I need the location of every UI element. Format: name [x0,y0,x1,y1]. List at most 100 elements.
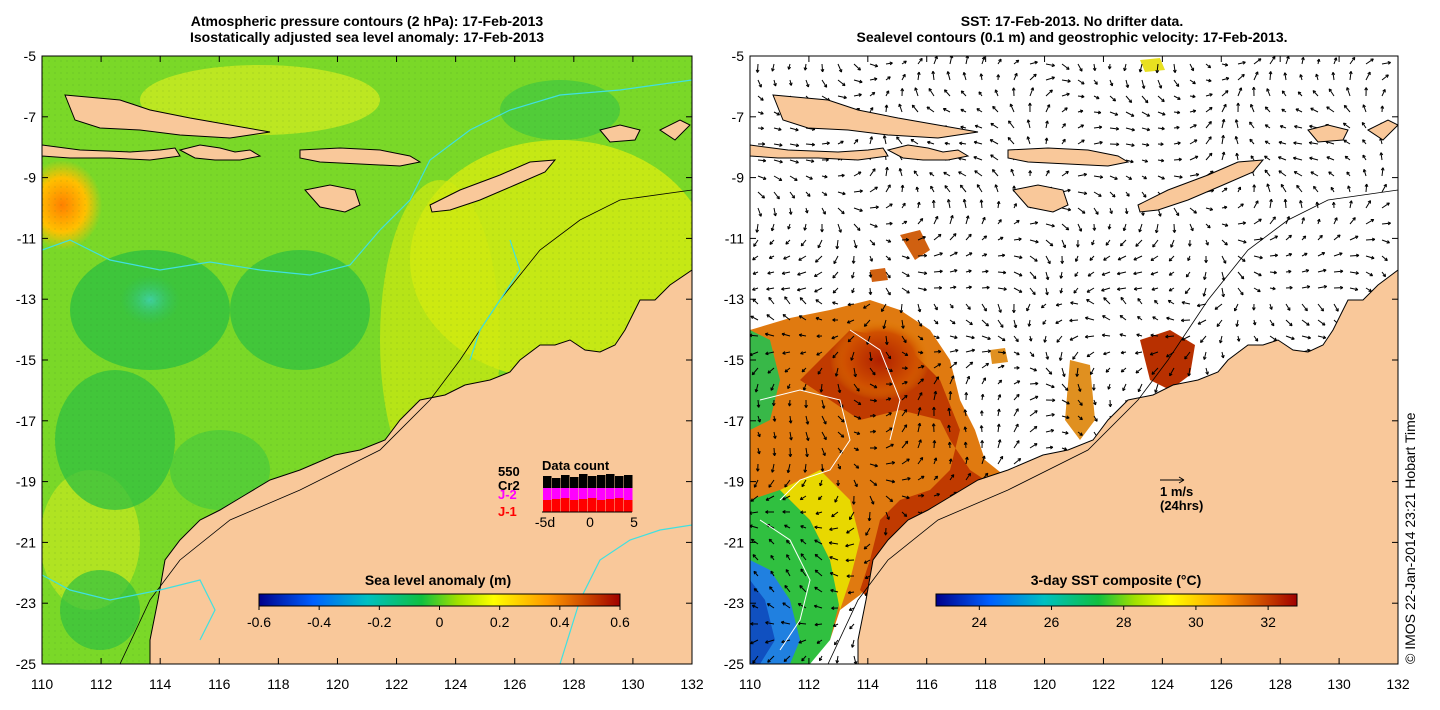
velocity-arrow [1117,287,1127,290]
velocity-arrow [965,456,968,465]
velocity-arrow [1250,104,1255,113]
velocity-arrow [1189,223,1194,232]
velocity-arrow [933,216,939,225]
velocity-arrowhead [766,603,771,607]
velocity-arrow [869,383,878,389]
velocity-arrow [1294,125,1303,129]
velocity-arrow [801,655,807,662]
velocity-arrowhead [1001,364,1005,369]
velocity-arrow [750,639,759,645]
velocity-arrowhead [979,410,984,414]
velocity-arrowhead [816,640,821,644]
velocity-arrowhead [955,348,959,353]
velocity-arrow [821,79,828,88]
velocity-arrowhead [1387,61,1391,65]
velocity-arrowhead [868,274,873,278]
velocity-arrow [885,62,893,65]
velocity-arrow [1073,287,1079,294]
velocity-arrowhead [1205,242,1209,246]
velocity-arrow [869,495,875,505]
velocity-arrowhead [952,320,956,325]
velocity-arrowhead [785,569,790,573]
velocity-arrow [885,287,891,296]
velocity-arrowhead [1089,371,1094,376]
velocity-arrow [1045,120,1049,129]
sst-patch [870,268,888,282]
velocity-arrow [1151,367,1159,375]
pressure-contour [42,79,692,276]
velocity-arrow [757,399,760,408]
velocity-arrowhead [1133,271,1137,276]
velocity-arrowhead [903,409,908,413]
velocity-arrowhead [1346,87,1350,91]
velocity-arrowhead [998,219,1002,223]
velocity-arrow [1045,383,1055,388]
velocity-arrowhead [815,511,819,515]
velocity-arrowhead [1030,353,1035,358]
velocity-arrowhead [978,91,982,95]
velocity-arrowhead [1193,210,1197,214]
velocity-arrow [1278,170,1287,177]
velocity-arrow [913,170,919,177]
velocity-arrowhead [906,458,910,462]
velocity-arrow [1237,61,1246,65]
velocity-arrowhead [1264,140,1269,145]
velocity-arrow [1027,119,1031,129]
velocity-arrowhead [823,436,827,441]
velocity-arrowhead [934,215,939,220]
velocity-arrowhead [867,517,872,522]
count-bar-j1 [579,499,588,512]
velocity-arrowhead [828,541,833,545]
velocity-arrowhead [1250,155,1255,159]
velocity-arrowhead [1150,257,1155,261]
velocity-arrowhead [755,229,760,233]
sst-yellow-band [780,470,860,610]
velocity-arrowhead [1178,157,1182,162]
velocity-arrow [1349,56,1356,65]
velocity-arrowhead [960,108,964,113]
left-x-axis: 110 112 114 116 118 120 122 124 126 128 130 132 [31,56,704,692]
velocity-arrowhead [954,251,958,256]
velocity-arrowhead [997,408,1001,412]
velocity-arrow [1285,335,1295,340]
velocity-arrow [789,159,799,164]
velocity-arrow [1013,238,1022,241]
velocity-arrowhead [805,421,810,425]
velocity-arrow [933,376,940,385]
y-tick-label: -11 [17,230,36,246]
velocity-arrow [757,191,765,199]
velocity-arrowhead [858,93,862,97]
velocity-arrowhead [1138,228,1142,233]
data-count-bars [543,474,633,512]
velocity-arrowhead [1152,244,1156,248]
velocity-arrowhead [889,221,893,226]
x-tick-label: 128 [562,676,586,692]
data-count-xtick: 5 [630,514,638,530]
x-tick-label: 116 [916,676,939,692]
velocity-arrowhead [752,287,756,291]
velocity-arrowhead [1202,293,1207,297]
velocity-arrow [1045,76,1055,81]
velocity-arrowhead [1015,59,1020,64]
velocity-arrow [771,223,775,232]
velocity-arrow [917,407,921,417]
y-tick-label: -15 [724,352,744,368]
velocity-arrow [869,351,872,361]
velocity-arrowhead [755,468,760,472]
left-sumbawa-island [178,144,262,161]
velocity-arrowhead [847,590,852,595]
velocity-arrow [1167,299,1175,305]
velocity-arrow [1221,271,1225,281]
velocity-arrowhead [811,142,815,147]
velocity-arrowhead [1034,221,1039,225]
velocity-arrow [789,143,799,147]
velocity-arrow [1123,223,1127,231]
velocity-arrowhead [1184,290,1189,295]
velocity-arrow [917,378,924,385]
velocity-arrowhead [755,69,760,73]
velocity-arrowhead [1058,357,1063,361]
velocity-arrowhead [1034,60,1038,65]
velocity-arrow [765,333,775,337]
velocity-arrowhead [920,493,925,498]
